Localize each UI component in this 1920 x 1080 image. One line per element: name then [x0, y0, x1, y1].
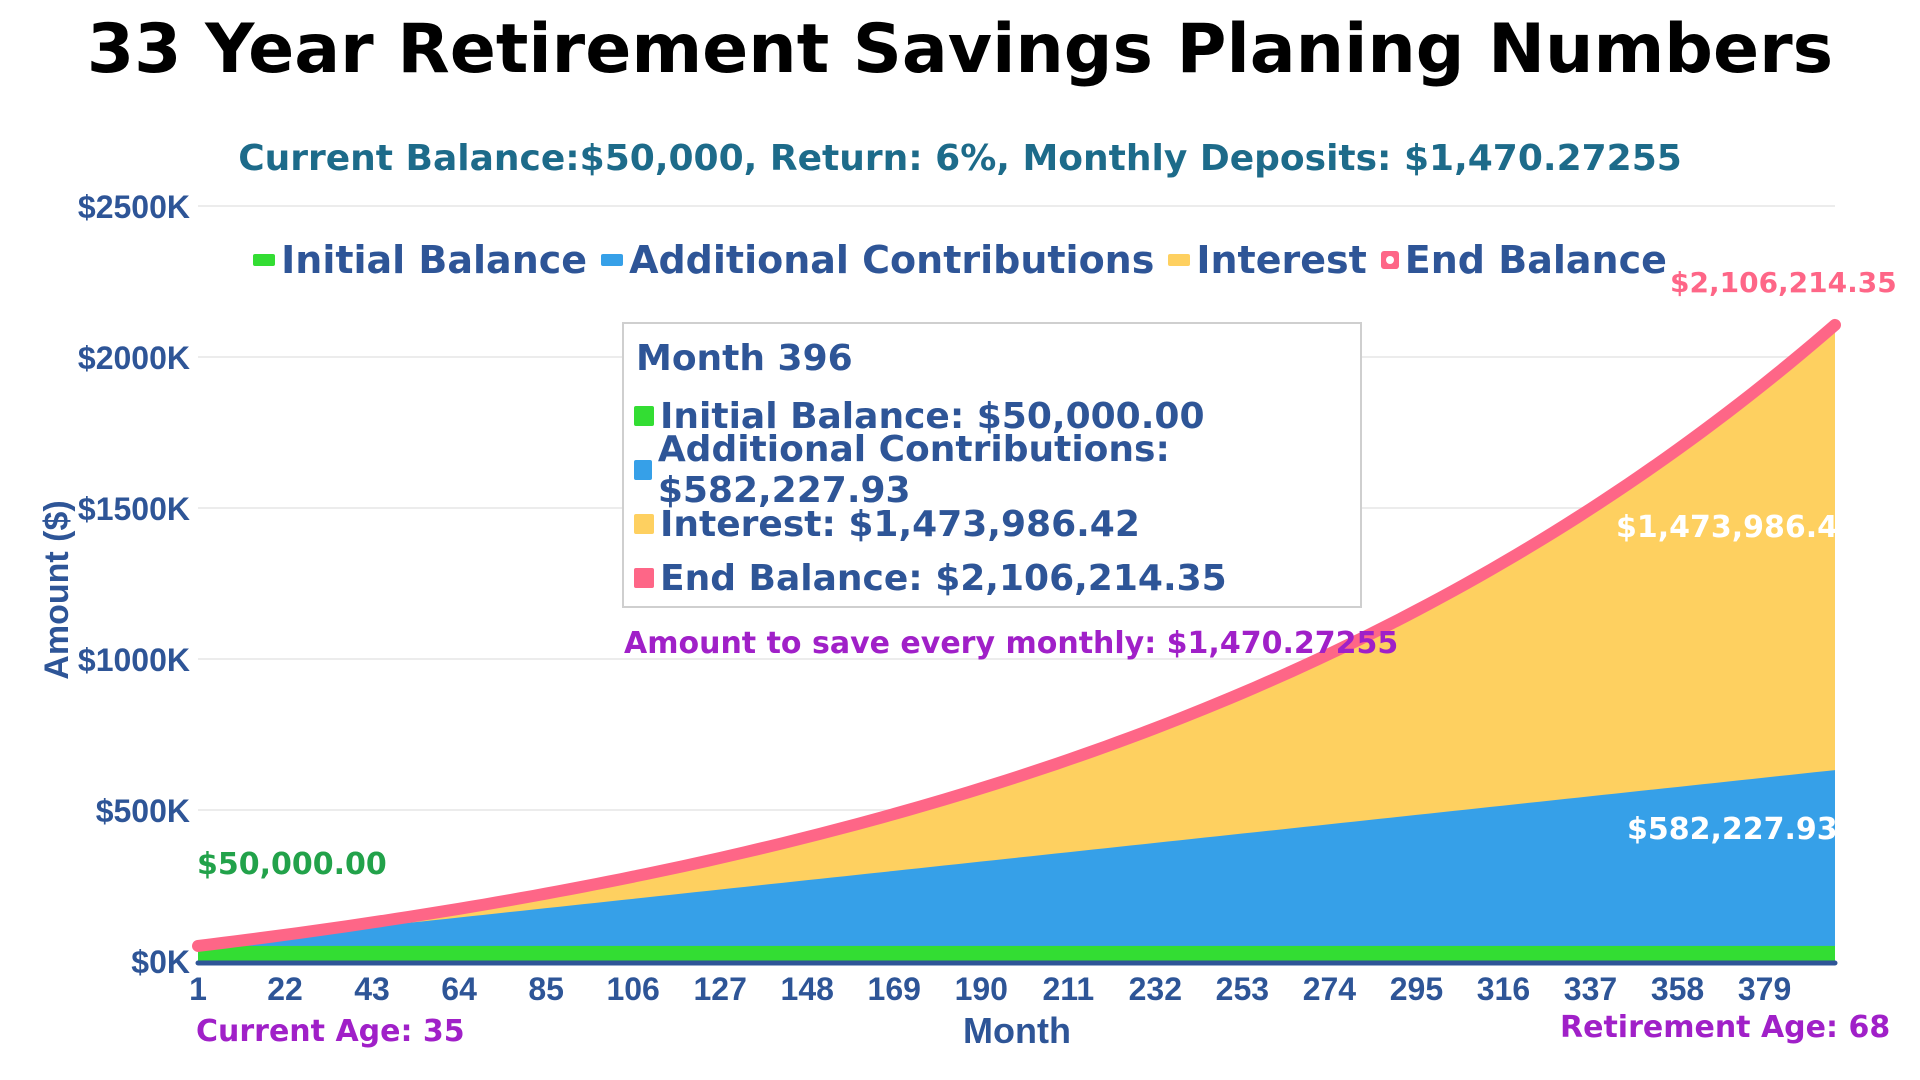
chart-tooltip: Month 396 Initial Balance: $50,000.00 Ad…: [622, 322, 1362, 608]
tooltip-row-text: Initial Balance: $50,000.00: [660, 395, 1205, 437]
x-tick-label: 148: [781, 971, 834, 1007]
legend-swatch-icon: [1168, 254, 1191, 266]
x-tick-label: 43: [354, 971, 390, 1007]
chart-title: 33 Year Retirement Savings Planing Numbe…: [86, 10, 1834, 89]
y-axis-label: Amount ($): [38, 500, 76, 679]
x-tick-label: 169: [868, 971, 921, 1007]
retirement-age-annotation: Retirement Age: 68: [1560, 1010, 1891, 1045]
tooltip-row-interest: Interest: $1,473,986.42: [634, 497, 1350, 551]
legend-item-interest[interactable]: Interest: [1168, 238, 1367, 282]
legend-label: End Balance: [1404, 238, 1667, 282]
end-balance-annotation: $2,106,214.35: [1670, 266, 1897, 299]
x-tick-label: 274: [1303, 971, 1357, 1007]
chart-subtitle: Current Balance:$50,000, Return: 6%, Mon…: [238, 138, 1682, 179]
tooltip-swatch-icon: [634, 460, 652, 480]
legend-ring-icon: [1380, 251, 1399, 269]
tooltip-row-text: Interest: $1,473,986.42: [660, 503, 1140, 545]
legend-label: Additional Contributions: [629, 238, 1155, 282]
x-tick-label: 85: [528, 971, 564, 1007]
legend-item-additional-contributions[interactable]: Additional Contributions: [601, 238, 1154, 282]
x-tick-label: 64: [441, 971, 477, 1007]
x-tick-label: 232: [1129, 971, 1182, 1007]
save-monthly-annotation: Amount to save every monthly: $1,470.272…: [624, 626, 1399, 661]
x-axis-label: Month: [963, 1010, 1071, 1051]
current-age-annotation: Current Age: 35: [196, 1014, 465, 1049]
end-balance-line: [192, 318, 1841, 952]
contributions-annotation: $582,227.93: [1627, 812, 1838, 847]
y-tick-label: $2500K: [78, 189, 190, 225]
x-tick-label: 22: [267, 971, 303, 1007]
chart-legend: Initial Balance Additional Contributions…: [0, 238, 1920, 282]
initial-balance-annotation: $50,000.00: [197, 847, 387, 882]
x-tick-label: 253: [1216, 971, 1269, 1007]
legend-label: Initial Balance: [281, 238, 588, 282]
y-tick-label: $1500K: [78, 491, 190, 527]
legend-swatch-icon: [601, 254, 624, 266]
x-tick-label: 190: [955, 971, 1008, 1007]
y-tick-label: $1000K: [78, 642, 190, 678]
initial-balance-area: [198, 945, 1835, 961]
x-tick-label: 337: [1564, 971, 1617, 1007]
x-tick-label: 379: [1738, 971, 1791, 1007]
interest-annotation: $1,473,986.42: [1616, 510, 1859, 545]
x-tick-label: 211: [1042, 971, 1094, 1007]
legend-item-end-balance[interactable]: End Balance: [1380, 238, 1667, 282]
y-tick-label: $500K: [96, 793, 190, 829]
tooltip-swatch-icon: [634, 406, 654, 426]
additional-contributions-area: [198, 770, 1835, 961]
legend-item-initial-balance[interactable]: Initial Balance: [253, 238, 587, 282]
interest-area: [198, 324, 1835, 961]
tooltip-title: Month 396: [636, 338, 853, 379]
x-tick-label: 1: [189, 971, 207, 1007]
x-tick-label: 295: [1390, 971, 1443, 1007]
legend-label: Interest: [1196, 238, 1367, 282]
tooltip-row-additional-contributions: Additional Contributions: $582,227.93: [634, 429, 1350, 511]
x-tick-label: 106: [606, 971, 659, 1007]
x-tick-label: 316: [1477, 971, 1530, 1007]
tooltip-row-end-balance: End Balance: $2,106,214.35: [634, 551, 1350, 605]
area-series: [192, 318, 1841, 961]
y-tick-label: $0K: [131, 944, 190, 980]
legend-swatch-icon: [253, 254, 276, 266]
tooltip-swatch-icon: [634, 568, 654, 588]
tick-labels: $0K $500K $1000K $1500K $2000K $2500K 1 22 43 64 8…: [78, 189, 1791, 1007]
x-tick-label: 358: [1651, 971, 1704, 1007]
x-tick-label: 127: [693, 971, 746, 1007]
tooltip-swatch-icon: [634, 514, 654, 534]
y-tick-label: $2000K: [78, 340, 190, 376]
tooltip-row-text: End Balance: $2,106,214.35: [660, 557, 1227, 599]
tooltip-row-text: Additional Contributions: $582,227.93: [657, 429, 1170, 511]
tooltip-row-initial-balance: Initial Balance: $50,000.00: [634, 389, 1350, 443]
